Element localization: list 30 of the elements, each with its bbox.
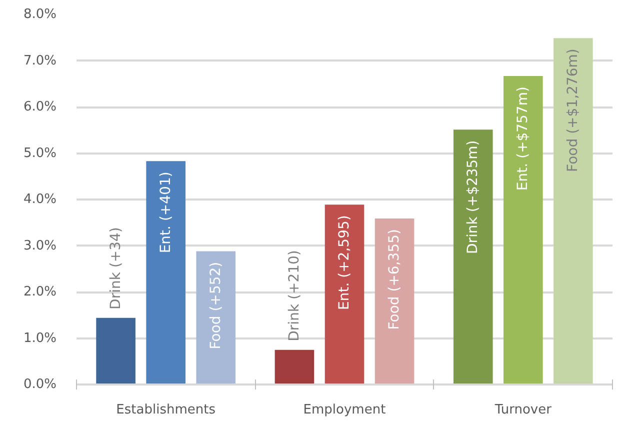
x-tick-label: Turnover (494, 402, 552, 418)
annotation: Ent. (+$757m) (515, 86, 532, 191)
annotation: Drink (+210) (286, 250, 302, 342)
bar (146, 161, 186, 384)
annotation: Food (+$1,276m) (565, 48, 582, 172)
annotation: Ent. (+401) (158, 172, 174, 254)
x-tick-label: Employment (303, 402, 386, 418)
x-tick-label: Establishments (116, 402, 216, 418)
bar (196, 251, 236, 384)
bar (96, 318, 136, 384)
bar (504, 76, 543, 384)
bar (374, 218, 414, 384)
annotation: Drink (+34) (108, 227, 124, 310)
bar (324, 204, 364, 384)
y-tick-label: 2.0% (23, 284, 57, 300)
bar (554, 38, 593, 384)
annotation: Drink (+$235m) (465, 140, 482, 254)
annotation: Food (+552) (208, 262, 224, 350)
y-tick-label: 1.0% (23, 330, 57, 346)
annotation: Ent. (+2,595) (336, 215, 352, 310)
y-tick-label: 0.0% (23, 377, 57, 392)
y-tick-label: 4.0% (23, 192, 57, 207)
annotation: Food (+6,355) (386, 229, 403, 330)
y-tick-label: 8.0% (23, 7, 57, 22)
y-tick-label: 3.0% (23, 238, 57, 254)
y-tick-label: 7.0% (23, 53, 57, 68)
bar (274, 350, 314, 384)
y-tick-label: 6.0% (23, 100, 57, 114)
bar (453, 130, 493, 384)
y-tick-label: 5.0% (23, 146, 57, 161)
